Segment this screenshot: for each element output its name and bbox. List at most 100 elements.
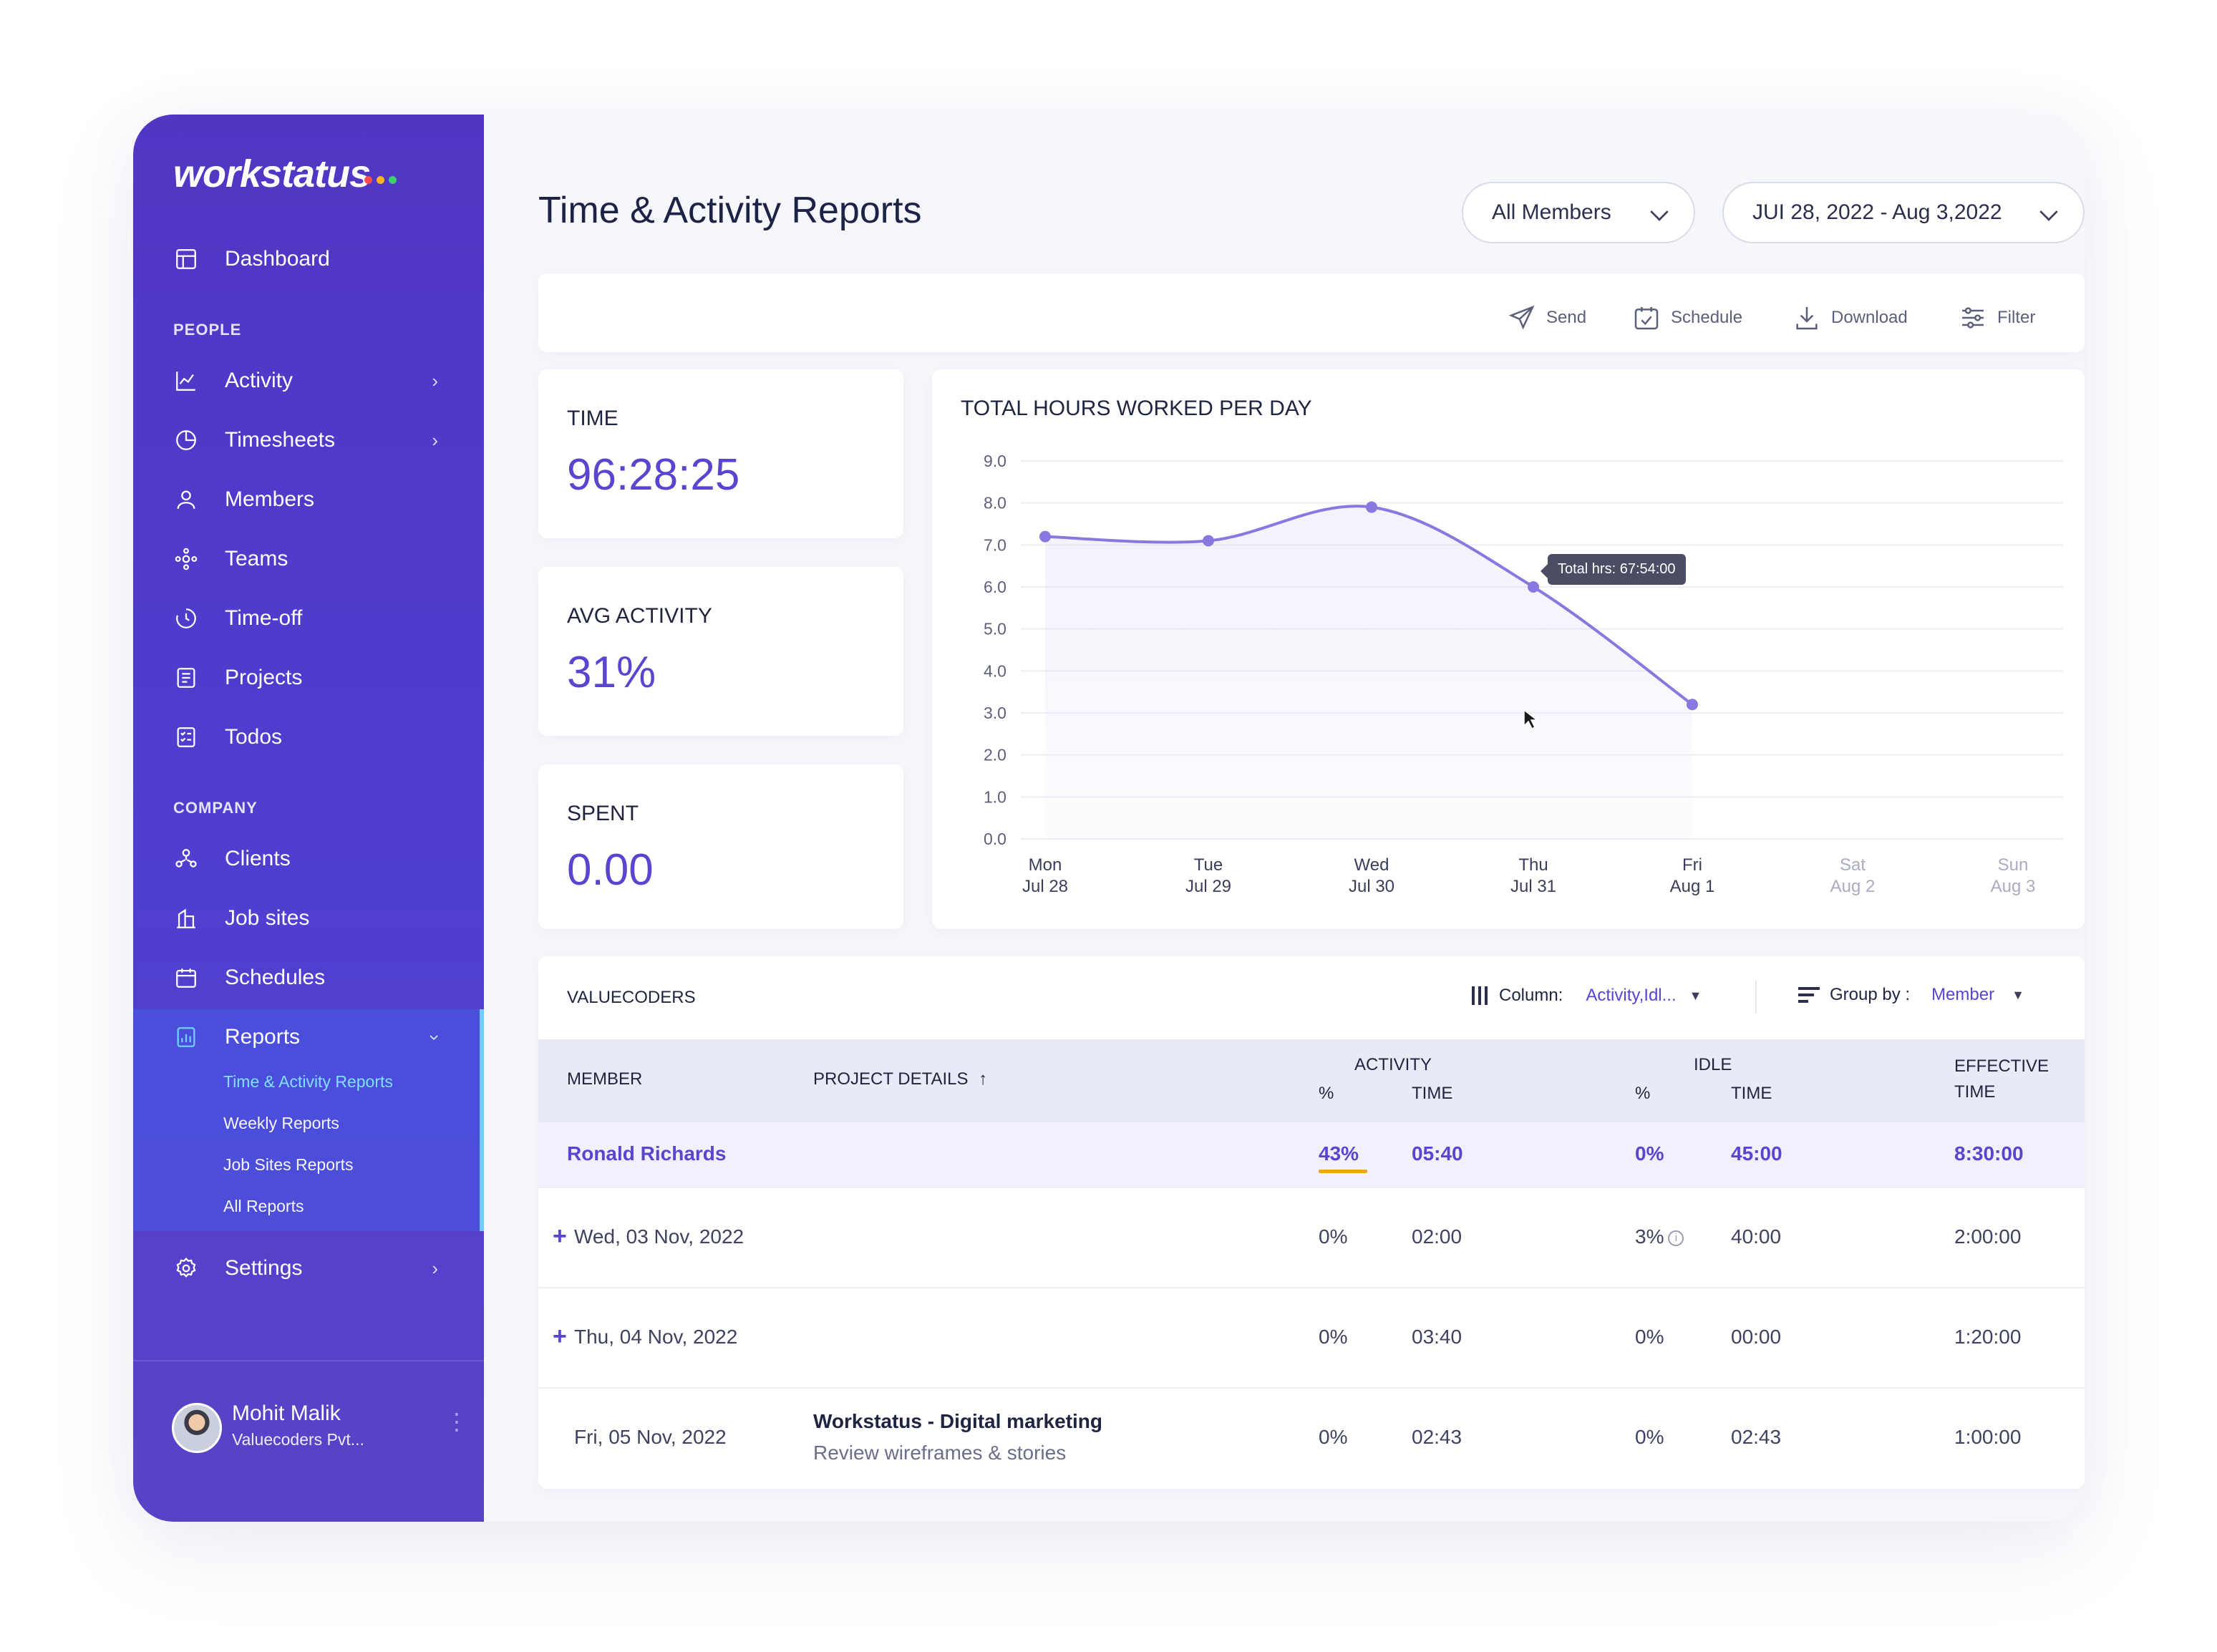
schedule-label: Schedule (1671, 308, 1743, 327)
stat-card-avg-activity: AVG ACTIVITY 31% (538, 567, 903, 736)
caret-down-icon: ▼ (1689, 988, 1702, 1003)
sidebar-subitem-weekly-reports[interactable]: Weekly Reports (223, 1114, 339, 1132)
row-date: Wed, 03 Nov, 2022 (574, 1225, 744, 1248)
row-date: Thu, 04 Nov, 2022 (574, 1326, 738, 1348)
download-button[interactable]: Download (1792, 303, 1908, 332)
sidebar-item-dashboard[interactable]: Dashboard (173, 238, 460, 281)
y-tick-label: 6.0 (984, 578, 1006, 596)
sidebar-item-label: Todos (225, 725, 283, 749)
page-title: Time & Activity Reports (538, 190, 922, 231)
send-icon (1508, 305, 1535, 330)
table-row-summary[interactable]: Ronald Richards 43% 05:40 0% 45:00 8:30:… (538, 1122, 2085, 1188)
header-idle-time: TIME (1731, 1084, 1772, 1103)
x-tick-date-label: Jul 31 (1510, 877, 1556, 896)
send-button[interactable]: Send (1508, 303, 1586, 332)
sidebar: workstatus Dashboard PEOPLE Activity › T… (133, 115, 484, 1522)
column-selector[interactable]: Column: Activity,Idl... ▼ (1470, 985, 1702, 1006)
data-point (1039, 530, 1051, 543)
sidebar-subitem-all-reports[interactable]: All Reports (223, 1197, 304, 1215)
sidebar-item-job-sites[interactable]: Job sites (173, 897, 460, 940)
sidebar-item-label: Timesheets (225, 428, 335, 452)
members-filter-value: All Members (1492, 200, 1611, 224)
sidebar-subitem-job-sites-reports[interactable]: Job Sites Reports (223, 1155, 354, 1174)
chevron-down-icon: › (425, 1034, 447, 1041)
filter-label: Filter (1997, 308, 2036, 327)
header-idle: IDLE (1694, 1055, 1732, 1074)
brand-logo: workstatus (173, 152, 371, 195)
header-project-label: PROJECT DETAILS (813, 1069, 969, 1089)
data-point (1687, 699, 1698, 711)
sidebar-item-time-off[interactable]: Time-off (173, 597, 460, 640)
sidebar-item-label: Teams (225, 547, 288, 570)
user-name: Mohit Malik (232, 1401, 341, 1425)
todos-icon (173, 724, 199, 750)
reports-active-indicator (480, 1009, 484, 1231)
member-name[interactable]: Ronald Richards (567, 1142, 727, 1165)
table-row[interactable]: + Wed, 03 Nov, 2022 0% 02:00 3% i 40:00 2… (538, 1188, 2085, 1288)
table-row[interactable]: + Thu, 04 Nov, 2022 0% 03:40 0% 00:00 1:… (538, 1288, 2085, 1389)
sidebar-subitem-time-activity-reports[interactable]: Time & Activity Reports (223, 1072, 393, 1091)
stat-label: TIME (567, 407, 618, 430)
sidebar-item-activity[interactable]: Activity › (173, 359, 460, 402)
sidebar-item-clients[interactable]: Clients (173, 837, 460, 880)
sidebar-item-timesheets[interactable]: Timesheets › (173, 419, 460, 462)
teams-icon (173, 546, 199, 572)
calendar-check-icon (1634, 307, 1659, 330)
y-tick-label: 7.0 (984, 535, 1006, 554)
y-tick-label: 8.0 (984, 494, 1006, 512)
task-name: Review wireframes & stories (813, 1442, 1067, 1464)
schedule-button[interactable]: Schedule (1632, 303, 1742, 332)
info-icon[interactable]: i (1668, 1230, 1684, 1246)
table-row[interactable]: Fri, 05 Nov, 2022 Workstatus - Digital m… (538, 1389, 2085, 1489)
activity-time: 05:40 (1412, 1142, 1463, 1165)
sidebar-item-members[interactable]: Members (173, 478, 460, 521)
filter-button[interactable]: Filter (1959, 303, 2035, 332)
app-window: workstatus Dashboard PEOPLE Activity › T… (133, 115, 2085, 1522)
project-name[interactable]: Workstatus - Digital marketing (813, 1410, 1103, 1432)
sidebar-item-settings[interactable]: Settings › (173, 1247, 460, 1290)
date-range-value: JUI 28, 2022 - Aug 3,2022 (1752, 200, 2002, 224)
header-effective: EFFECTIVE (1954, 1056, 2049, 1076)
sidebar-item-projects[interactable]: Projects (173, 656, 460, 699)
sidebar-item-label: Projects (225, 666, 303, 689)
stat-value: 0.00 (567, 845, 654, 895)
dashboard-icon (173, 246, 199, 272)
group-value: Member (1931, 985, 1995, 1004)
logo-dot-yellow (377, 176, 384, 184)
members-icon (173, 487, 199, 512)
header-member[interactable]: MEMBER (567, 1069, 643, 1089)
idle-time: 40:00 (1731, 1225, 1782, 1248)
chevron-right-icon: › (432, 429, 438, 451)
members-filter-dropdown[interactable]: All Members (1462, 182, 1695, 243)
more-vertical-icon[interactable]: ⋮ (445, 1409, 468, 1434)
expand-plus-icon[interactable]: + (553, 1323, 567, 1350)
date-range-picker[interactable]: JUI 28, 2022 - Aug 3,2022 (1722, 182, 2085, 243)
user-org: Valuecoders Pvt... (232, 1430, 364, 1449)
table-header: MEMBER PROJECT DETAILS ↑ ACTIVITY % TIME… (538, 1039, 2085, 1122)
x-tick-day-label: Fri (1682, 855, 1702, 875)
y-tick-label: 9.0 (984, 452, 1006, 470)
column-label: Column: (1499, 986, 1563, 1005)
sidebar-item-reports[interactable]: Reports › (173, 1016, 460, 1059)
stat-card-spent: SPENT 0.00 (538, 764, 903, 929)
download-label: Download (1831, 308, 1908, 327)
sliders-icon (1962, 307, 1984, 329)
header-project-details[interactable]: PROJECT DETAILS ↑ (813, 1069, 987, 1089)
data-point (1203, 535, 1214, 547)
chevron-right-icon: › (432, 1257, 438, 1279)
expand-plus-icon[interactable]: + (553, 1223, 567, 1250)
x-tick-date-label: Jul 30 (1349, 877, 1394, 896)
report-table-card: VALUECODERS Column: Activity,Idl... ▼ Gr… (538, 956, 2085, 1489)
chevron-down-icon (1650, 203, 1669, 221)
sidebar-item-schedules[interactable]: Schedules (173, 956, 460, 999)
sidebar-item-teams[interactable]: Teams (173, 538, 460, 580)
gear-icon (173, 1255, 199, 1281)
effective-time: 1:00:00 (1954, 1426, 2022, 1448)
group-by-selector[interactable]: Group by : Member ▼ (1798, 985, 2024, 1005)
stat-card-time: TIME 96:28:25 (538, 369, 903, 538)
activity-time: 02:00 (1412, 1225, 1462, 1248)
avatar[interactable] (172, 1403, 222, 1453)
sidebar-item-todos[interactable]: Todos (173, 716, 460, 759)
timesheets-icon (173, 427, 199, 453)
x-tick-day-label: Sat (1840, 855, 1866, 875)
